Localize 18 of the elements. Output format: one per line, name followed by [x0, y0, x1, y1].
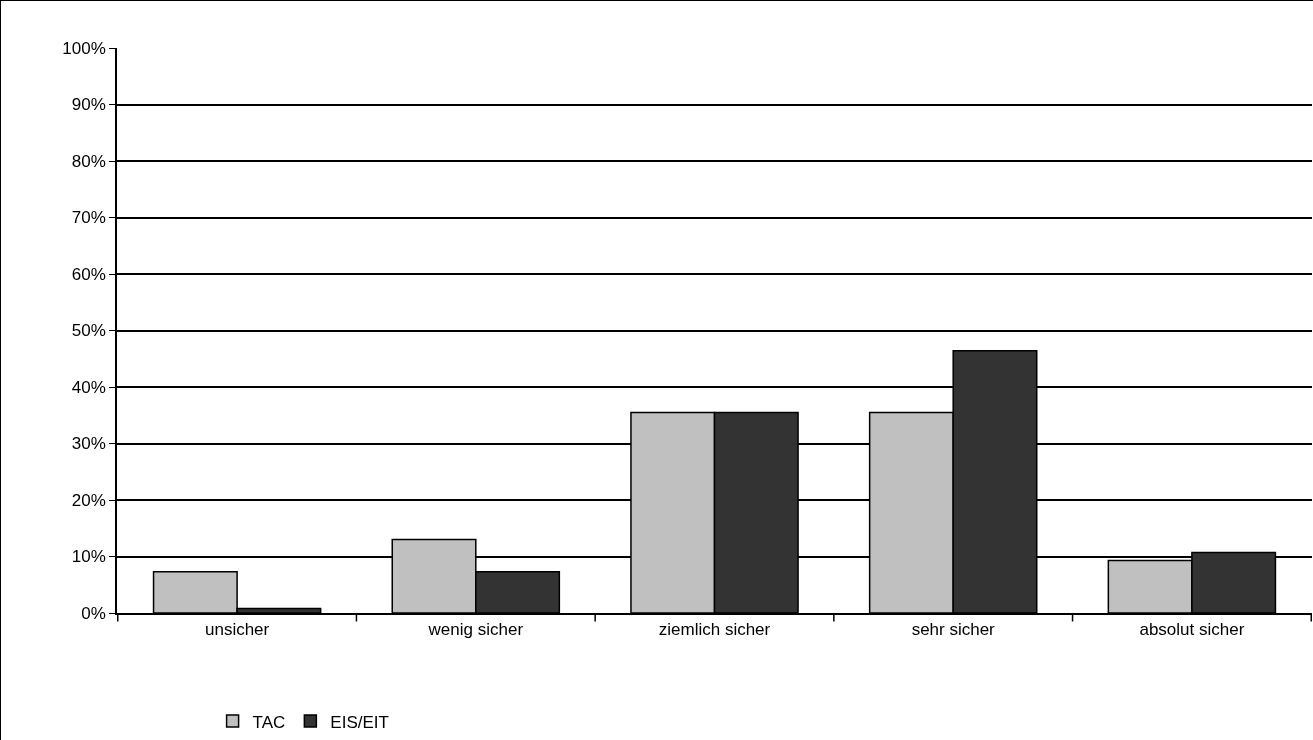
legend-label: TAC: [252, 712, 286, 732]
y-tick-label: 90%: [71, 95, 106, 115]
x-tick-label: sehr sicher: [911, 620, 996, 640]
y-tick-label: 20%: [71, 490, 106, 510]
x-tick-label: ziemlich sicher: [658, 620, 771, 640]
y-tick-label: 10%: [71, 547, 106, 567]
legend-label: EIS/EIT: [330, 712, 389, 732]
y-tick-label: 0%: [81, 603, 106, 623]
y-tick-label: 40%: [71, 377, 106, 397]
x-tick-label: wenig sicher: [427, 620, 524, 640]
x-tick-label: unsicher: [204, 620, 270, 640]
y-tick-label: 60%: [71, 264, 106, 284]
y-tick-label: 30%: [71, 434, 106, 454]
y-tick-label: 100%: [62, 38, 106, 58]
y-tick-label: 70%: [71, 208, 106, 228]
x-tick-label: absolut sicher: [1139, 620, 1245, 640]
y-tick-label: 50%: [71, 321, 106, 341]
y-tick-label: 80%: [71, 151, 106, 171]
